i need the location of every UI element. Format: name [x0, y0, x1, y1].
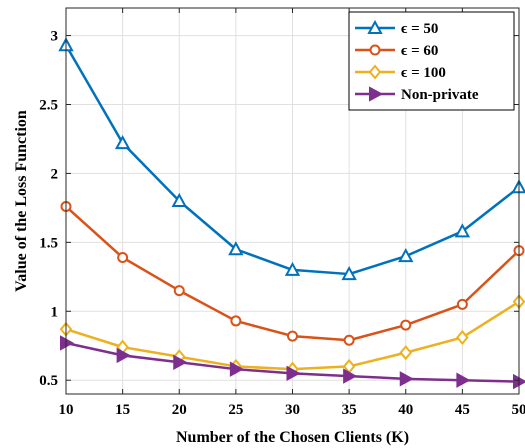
- y-tick-label: 2.5: [39, 98, 58, 114]
- x-axis-title: Number of the Chosen Clients (K): [176, 429, 409, 446]
- data-point: [343, 368, 358, 384]
- data-point: [173, 354, 188, 370]
- x-tick-label: 15: [115, 402, 130, 418]
- y-tick-label: 2: [51, 166, 59, 182]
- legend-marker: [369, 44, 381, 56]
- data-point: [454, 223, 471, 238]
- data-point: [456, 298, 468, 310]
- y-axis-title: Value of the Loss Function: [13, 110, 30, 292]
- legend-item: Non-private: [355, 86, 479, 103]
- data-point: [399, 371, 414, 387]
- data-point: [171, 192, 187, 207]
- x-tick-label: 30: [285, 402, 300, 418]
- x-tick-label: 10: [59, 402, 74, 418]
- y-tick-label: 1.5: [39, 235, 58, 251]
- x-tick-label: 35: [342, 402, 357, 418]
- legend-label: Non-private: [401, 87, 479, 103]
- data-point: [287, 330, 298, 342]
- x-tick-label: 40: [398, 402, 413, 418]
- axis-ticks: 10 15 20 25 30 35 40 45 50 0.5 1 1.5 2 2.5 3: [39, 8, 525, 418]
- data-point: [343, 334, 355, 346]
- data-point: [399, 345, 413, 361]
- legend-marker: [369, 86, 384, 102]
- data-point: [456, 329, 469, 346]
- series-layer: [58, 37, 525, 390]
- data-point: [117, 252, 129, 264]
- data-point: [341, 265, 357, 281]
- data-point: [230, 315, 242, 327]
- data-point: [116, 347, 131, 364]
- legend-item: ϵ = 50: [355, 19, 438, 37]
- legend-item: ϵ = 60: [355, 43, 438, 59]
- y-tick-label: 0.5: [39, 373, 58, 389]
- data-point: [398, 248, 414, 263]
- data-point: [400, 319, 412, 331]
- legend-marker: [368, 64, 382, 80]
- data-point: [114, 135, 131, 150]
- legend-label: ϵ = 60: [401, 43, 438, 59]
- x-tick-label: 25: [228, 402, 243, 418]
- series-4: [60, 335, 525, 390]
- x-tick-label: 20: [172, 402, 187, 418]
- legend-marker: [367, 19, 383, 34]
- legend-label: ϵ = 100: [401, 65, 446, 81]
- data-point: [173, 285, 185, 297]
- data-point: [229, 361, 244, 377]
- legend-label: ϵ = 50: [401, 21, 438, 37]
- legend: ϵ = 50 ϵ = 60 ϵ = 100 Non-private: [348, 11, 515, 111]
- data-point: [284, 261, 301, 276]
- x-tick-label: 45: [455, 402, 470, 418]
- data-point: [456, 372, 471, 388]
- y-tick-label: 1: [51, 304, 59, 320]
- legend-item: ϵ = 100: [355, 64, 446, 81]
- x-tick-label: 50: [512, 402, 525, 418]
- data-point: [286, 365, 301, 382]
- data-point: [228, 241, 244, 256]
- y-tick-label: 3: [51, 29, 59, 45]
